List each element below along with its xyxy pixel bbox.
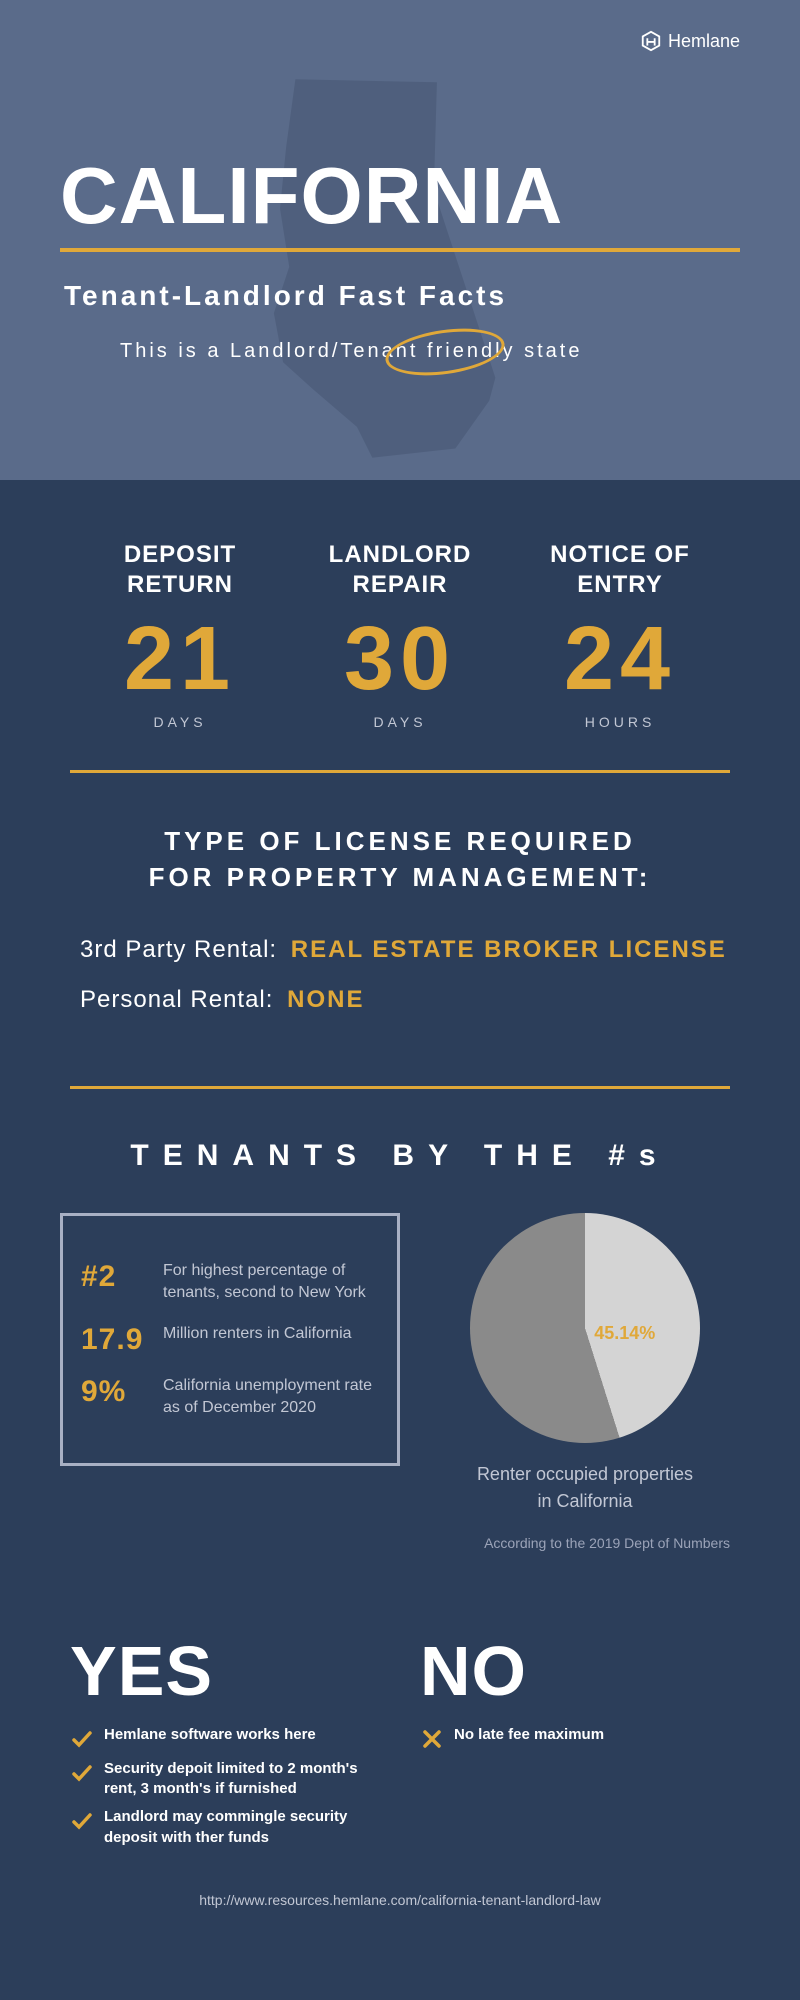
page-title: CALIFORNIA: [60, 150, 740, 242]
page-subtitle: Tenant-Landlord Fast Facts: [64, 280, 740, 312]
yes-column: YES Hemlane software works here Security…: [70, 1631, 380, 1856]
license-row-personal: Personal Rental: NONE: [60, 986, 740, 1014]
metrics-row: DEPOSIT RETURN 21 DAYS LANDLORD REPAIR 3…: [0, 480, 800, 770]
metric-landlord-repair: LANDLORD REPAIR 30 DAYS: [290, 540, 510, 730]
yes-item: Landlord may commingle security deposit …: [70, 1807, 380, 1848]
tenants-section: TENANTS BY THE #s #2 For highest percent…: [0, 1089, 800, 1601]
check-icon: [70, 1809, 94, 1833]
metric-unit: DAYS: [70, 714, 290, 730]
brand-name: Hemlane: [668, 31, 740, 52]
no-text: No late fee maximum: [454, 1725, 604, 1745]
pie-chart: 45.14%: [470, 1213, 700, 1443]
license-section: TYPE OF LICENSE REQUIRED FOR PROPERTY MA…: [0, 773, 800, 1086]
metric-value: 21: [70, 614, 290, 704]
check-icon: [70, 1727, 94, 1751]
metric-deposit-return: DEPOSIT RETURN 21 DAYS: [70, 540, 290, 730]
license-value: NONE: [287, 986, 364, 1013]
no-title: NO: [420, 1631, 730, 1711]
yes-item: Hemlane software works here: [70, 1725, 380, 1751]
stat-text: California unemployment rate as of Decem…: [163, 1375, 379, 1420]
hemlane-icon: [640, 30, 662, 52]
metric-value: 24: [510, 614, 730, 704]
stats-box: #2 For highest percentage of tenants, se…: [60, 1213, 400, 1467]
metric-value: 30: [290, 614, 510, 704]
x-icon: [420, 1727, 444, 1751]
license-label: 3rd Party Rental:: [80, 936, 277, 963]
brand-logo: Hemlane: [640, 30, 740, 52]
no-column: NO No late fee maximum: [420, 1631, 730, 1856]
stat-text: Million renters in California: [163, 1323, 352, 1345]
data-source: According to the 2019 Dept of Numbers: [60, 1535, 740, 1551]
metric-label: NOTICE OF ENTRY: [510, 540, 730, 600]
yes-title: YES: [70, 1631, 380, 1711]
yes-item: Security depoit limited to 2 month's ren…: [70, 1759, 380, 1800]
license-row-3rd-party: 3rd Party Rental: REAL ESTATE BROKER LIC…: [60, 936, 740, 964]
pie-caption: Renter occupied properties in California: [477, 1461, 693, 1515]
stat-item-renters: 17.9 Million renters in California: [81, 1323, 379, 1357]
footer-url: http://www.resources.hemlane.com/califor…: [0, 1866, 800, 1934]
check-icon: [70, 1761, 94, 1785]
stat-item-rank: #2 For highest percentage of tenants, se…: [81, 1260, 379, 1305]
metric-unit: HOURS: [510, 714, 730, 730]
license-label: Personal Rental:: [80, 986, 273, 1013]
yes-text: Landlord may commingle security deposit …: [104, 1807, 380, 1848]
pie-chart-wrap: 45.14% Renter occupied properties in Cal…: [430, 1213, 740, 1515]
metric-unit: DAYS: [290, 714, 510, 730]
hero-text: CALIFORNIA Tenant-Landlord Fast Facts Th…: [60, 150, 740, 363]
friendly-state-text: This is a Landlord/Tenant friendly state: [120, 340, 740, 363]
hero-section: Hemlane CALIFORNIA Tenant-Landlord Fast …: [0, 0, 800, 480]
metric-label: DEPOSIT RETURN: [70, 540, 290, 600]
pie-percent-label: 45.14%: [594, 1323, 655, 1344]
friendly-prefix: This is a Landlord: [120, 340, 332, 362]
yes-text: Security depoit limited to 2 month's ren…: [104, 1759, 380, 1800]
stat-num: #2: [81, 1260, 149, 1294]
title-underline: [60, 248, 740, 252]
yes-text: Hemlane software works here: [104, 1725, 316, 1745]
metric-label: LANDLORD REPAIR: [290, 540, 510, 600]
stat-num: 17.9: [81, 1323, 149, 1357]
license-value: REAL ESTATE BROKER LICENSE: [291, 936, 727, 963]
metric-notice-entry: NOTICE OF ENTRY 24 HOURS: [510, 540, 730, 730]
stat-num: 9%: [81, 1375, 149, 1409]
tenants-row: #2 For highest percentage of tenants, se…: [60, 1213, 740, 1515]
stat-item-unemployment: 9% California unemployment rate as of De…: [81, 1375, 379, 1420]
stat-text: For highest percentage of tenants, secon…: [163, 1260, 379, 1305]
no-item: No late fee maximum: [420, 1725, 730, 1751]
license-title: TYPE OF LICENSE REQUIRED FOR PROPERTY MA…: [60, 823, 740, 896]
yes-no-section: YES Hemlane software works here Security…: [0, 1601, 800, 1866]
tenants-title: TENANTS BY THE #s: [60, 1139, 740, 1173]
